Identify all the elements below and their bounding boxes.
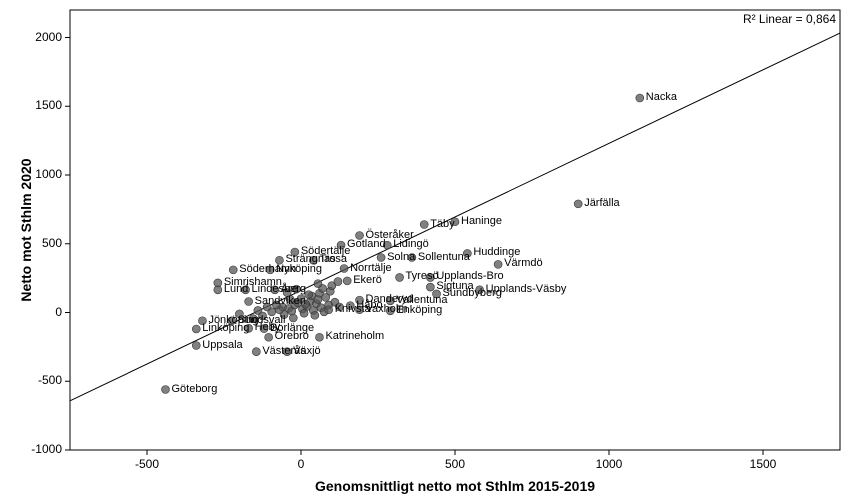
- point-label: Sollentuna: [418, 252, 470, 263]
- y-tick-label: 1000: [35, 167, 62, 181]
- data-point: [325, 306, 333, 314]
- x-tick-label: -500: [132, 457, 162, 471]
- point-label: Lidingö: [393, 239, 428, 250]
- point-label: Haninge: [461, 216, 502, 227]
- point-label: Växjö: [293, 346, 321, 357]
- y-tick-label: -500: [38, 373, 62, 387]
- x-tick-label: 0: [286, 457, 316, 471]
- point-label: Örebro: [275, 331, 309, 342]
- data-point: [636, 94, 644, 102]
- data-point: [494, 260, 502, 268]
- x-tick-label: 1500: [748, 457, 778, 471]
- point-label: Sandviken: [255, 296, 306, 307]
- point-label: Uppsala: [202, 340, 242, 351]
- data-point: [311, 311, 319, 319]
- data-point: [340, 265, 348, 273]
- data-point: [252, 348, 260, 356]
- data-point: [334, 278, 342, 286]
- scatter-chart: -500 0 500 1000 1500 -1000 -500 0 500 1000 1500 200…: [0, 0, 854, 504]
- x-tick-label: 500: [440, 457, 470, 471]
- y-tick-label: 0: [55, 305, 62, 319]
- data-point: [314, 280, 322, 288]
- point-label: Nacka: [646, 92, 677, 103]
- data-point: [192, 342, 200, 350]
- data-point: [420, 221, 428, 229]
- regression-line: [70, 33, 840, 401]
- data-point: [265, 333, 273, 341]
- point-label: Trosa: [319, 254, 347, 265]
- point-label: Norrtälje: [350, 263, 392, 274]
- point-label: Ekerö: [353, 275, 382, 286]
- point-label: Katrineholm: [325, 331, 384, 342]
- y-tick-label: -1000: [31, 442, 62, 456]
- point-label: Åre: [281, 284, 298, 295]
- point-label: Enköping: [396, 305, 442, 316]
- point-label: Järfälla: [584, 198, 619, 209]
- point-label: Tyresö: [406, 271, 439, 282]
- y-tick-label: 1500: [35, 98, 62, 112]
- point-label: Linköping: [202, 323, 249, 334]
- point-label: Söderhamn: [239, 264, 296, 275]
- y-tick-label: 2000: [35, 30, 62, 44]
- data-point: [229, 266, 237, 274]
- data-point: [426, 283, 434, 291]
- point-label: Värmdö: [504, 258, 543, 269]
- point-label: Täby: [430, 219, 454, 230]
- data-point: [245, 298, 253, 306]
- data-point: [574, 200, 582, 208]
- data-point: [315, 333, 323, 341]
- x-tick-label: 1000: [594, 457, 624, 471]
- data-point: [192, 325, 200, 333]
- point-label: Lund: [224, 284, 248, 295]
- data-point: [289, 314, 297, 322]
- y-tick-label: 500: [42, 236, 62, 250]
- data-point: [396, 273, 404, 281]
- point-label: Göteborg: [171, 384, 217, 395]
- x-axis-label: Genomsnittligt netto mot Sthlm 2015-2019: [255, 478, 655, 494]
- point-label: Gotland: [347, 239, 386, 250]
- point-label: Sundbyberg: [443, 288, 502, 299]
- point-label: Solna: [387, 252, 415, 263]
- data-point: [377, 254, 385, 262]
- y-axis-label: Netto mot Sthlm 2020: [18, 80, 34, 380]
- data-point: [214, 286, 222, 294]
- data-point: [161, 386, 169, 394]
- data-point: [343, 277, 351, 285]
- r-squared-annotation: R² Linear = 0,864: [743, 12, 836, 26]
